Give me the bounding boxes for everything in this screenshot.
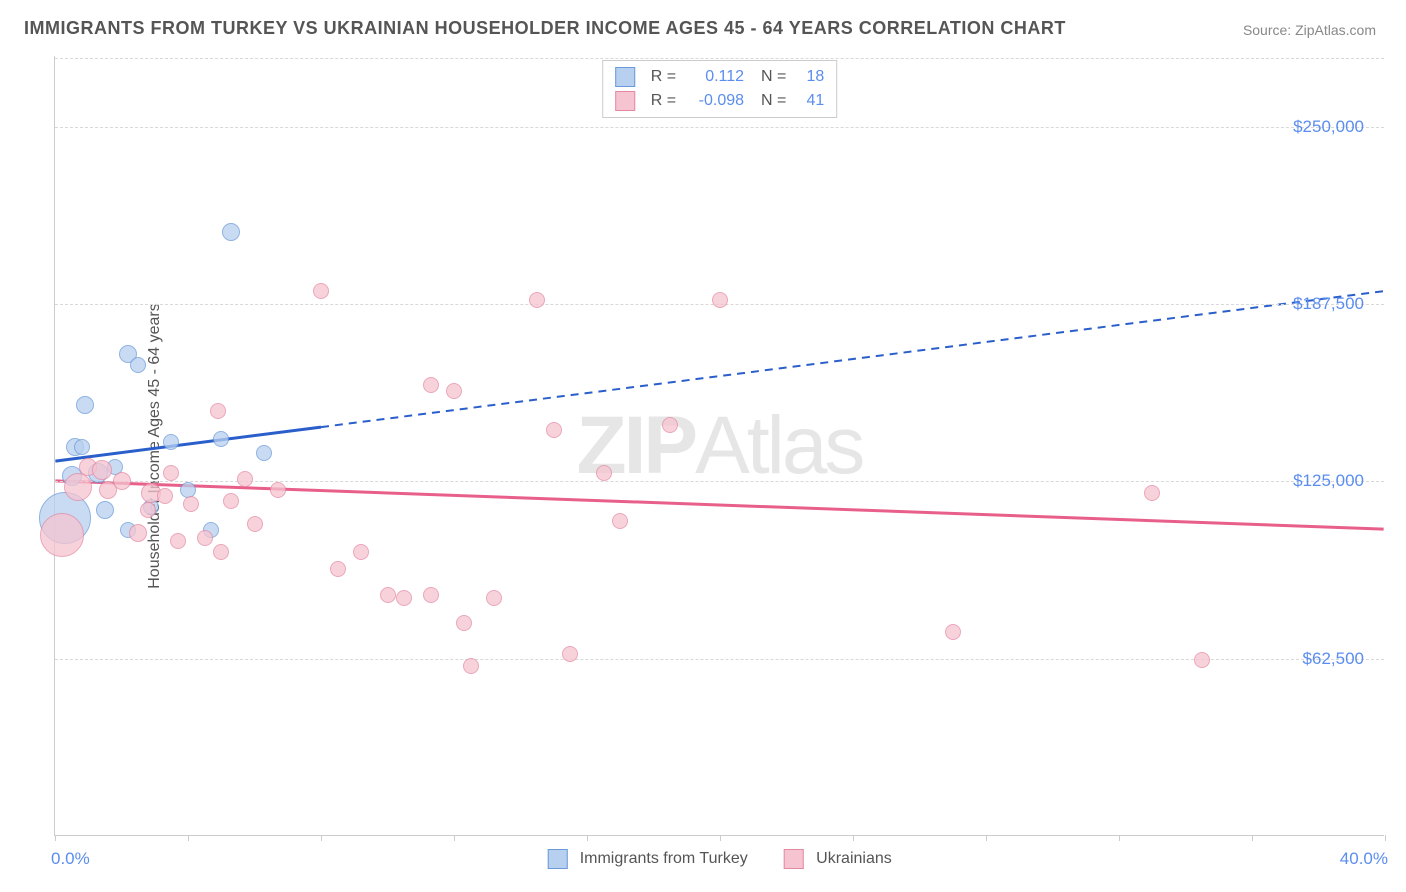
gridline	[55, 481, 1384, 482]
x-tick	[853, 835, 854, 841]
data-point-ukraine	[1144, 485, 1160, 501]
data-point-ukraine	[486, 590, 502, 606]
chart-plot-area: ZIPAtlas R = 0.112 N = 18 R = -0.098 N =…	[54, 56, 1384, 836]
data-point-ukraine	[1194, 652, 1210, 668]
y-tick-label: $62,500	[1303, 649, 1364, 669]
legend-n-label: N =	[752, 68, 786, 86]
legend-turkey-label: Immigrants from Turkey	[580, 850, 748, 867]
x-axis-min-label: 0.0%	[51, 849, 90, 869]
watermark-zip: ZIP	[577, 400, 696, 491]
data-point-turkey	[256, 445, 272, 461]
data-point-ukraine	[945, 624, 961, 640]
watermark-atlas: Atlas	[695, 400, 862, 491]
data-point-ukraine	[157, 488, 173, 504]
legend-row-ukraine: R = -0.098 N = 41	[615, 89, 825, 113]
data-point-ukraine	[210, 403, 226, 419]
data-point-ukraine	[380, 587, 396, 603]
data-point-turkey	[74, 439, 90, 455]
data-point-ukraine	[353, 544, 369, 560]
swatch-ukraine	[615, 91, 635, 111]
trendline-turkey	[55, 427, 321, 461]
data-point-turkey	[163, 434, 179, 450]
data-point-ukraine	[456, 615, 472, 631]
x-tick	[1385, 835, 1386, 841]
data-point-ukraine	[562, 646, 578, 662]
data-point-ukraine	[237, 471, 253, 487]
legend-ukraine-n: 41	[794, 92, 824, 110]
data-point-ukraine	[247, 516, 263, 532]
gridline	[55, 127, 1384, 128]
series-legend: Immigrants from Turkey Ukrainians	[547, 849, 892, 869]
data-point-ukraine	[612, 513, 628, 529]
x-tick	[1252, 835, 1253, 841]
data-point-ukraine	[129, 524, 147, 542]
source-attribution: Source: ZipAtlas.com	[1243, 22, 1376, 38]
x-axis-max-label: 40.0%	[1340, 849, 1388, 869]
data-point-ukraine	[529, 292, 545, 308]
data-point-turkey	[130, 357, 146, 373]
legend-turkey-r: 0.112	[684, 68, 744, 86]
data-point-ukraine	[313, 283, 329, 299]
data-point-turkey	[213, 431, 229, 447]
data-point-ukraine	[546, 422, 562, 438]
data-point-ukraine	[712, 292, 728, 308]
x-tick	[454, 835, 455, 841]
data-point-ukraine	[423, 587, 439, 603]
data-point-ukraine	[213, 544, 229, 560]
x-tick	[986, 835, 987, 841]
chart-title: IMMIGRANTS FROM TURKEY VS UKRAINIAN HOUS…	[24, 18, 1066, 39]
data-point-ukraine	[140, 502, 156, 518]
swatch-turkey	[615, 67, 635, 87]
correlation-legend: R = 0.112 N = 18 R = -0.098 N = 41	[602, 60, 838, 118]
trend-lines-layer	[55, 56, 1384, 835]
data-point-ukraine	[170, 533, 186, 549]
x-tick	[188, 835, 189, 841]
data-point-ukraine	[40, 513, 84, 557]
legend-n-label: N =	[752, 92, 786, 110]
data-point-ukraine	[463, 658, 479, 674]
x-tick	[55, 835, 56, 841]
trendline-dashed-turkey	[321, 291, 1384, 427]
data-point-ukraine	[197, 530, 213, 546]
x-tick	[321, 835, 322, 841]
x-tick	[1119, 835, 1120, 841]
data-point-turkey	[76, 396, 94, 414]
data-point-ukraine	[163, 465, 179, 481]
data-point-ukraine	[113, 472, 131, 490]
legend-ukraine-label: Ukrainians	[816, 850, 892, 867]
data-point-ukraine	[446, 383, 462, 399]
data-point-ukraine	[92, 460, 112, 480]
swatch-turkey	[547, 849, 567, 869]
y-tick-label: $187,500	[1293, 294, 1364, 314]
legend-row-turkey: R = 0.112 N = 18	[615, 65, 825, 89]
data-point-ukraine	[64, 473, 92, 501]
legend-item-turkey: Immigrants from Turkey	[547, 849, 747, 869]
gridline	[55, 58, 1384, 59]
legend-r-label: R =	[651, 92, 676, 110]
data-point-ukraine	[183, 496, 199, 512]
data-point-ukraine	[270, 482, 286, 498]
x-tick	[587, 835, 588, 841]
y-tick-label: $125,000	[1293, 471, 1364, 491]
x-tick	[720, 835, 721, 841]
legend-r-label: R =	[651, 68, 676, 86]
data-point-ukraine	[330, 561, 346, 577]
data-point-turkey	[222, 223, 240, 241]
data-point-ukraine	[423, 377, 439, 393]
legend-item-ukraine: Ukrainians	[784, 849, 892, 869]
data-point-ukraine	[662, 417, 678, 433]
legend-ukraine-r: -0.098	[684, 92, 744, 110]
data-point-ukraine	[596, 465, 612, 481]
gridline	[55, 659, 1384, 660]
data-point-ukraine	[396, 590, 412, 606]
legend-turkey-n: 18	[794, 68, 824, 86]
swatch-ukraine	[784, 849, 804, 869]
watermark: ZIPAtlas	[577, 399, 863, 493]
y-tick-label: $250,000	[1293, 117, 1364, 137]
data-point-turkey	[96, 501, 114, 519]
data-point-ukraine	[223, 493, 239, 509]
